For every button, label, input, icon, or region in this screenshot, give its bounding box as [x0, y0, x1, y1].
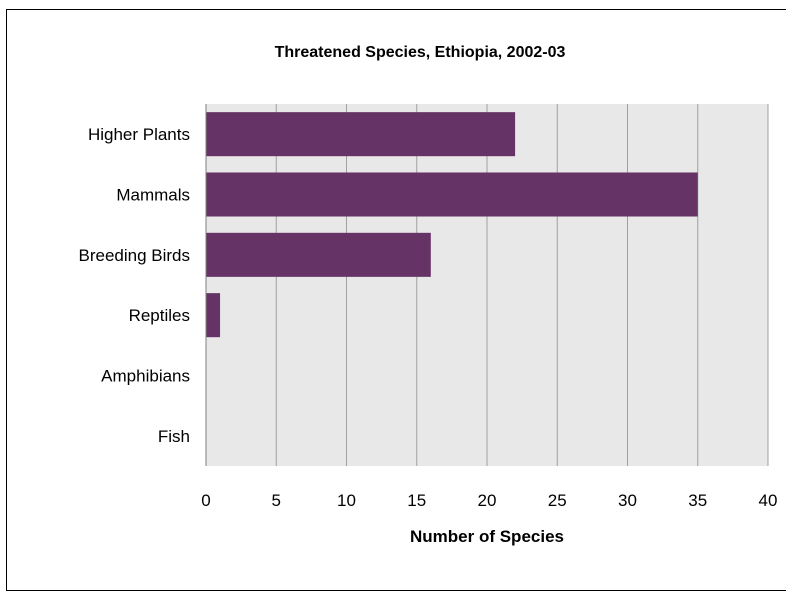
- x-tick-label: 10: [337, 491, 356, 510]
- x-tick-label: 15: [407, 491, 426, 510]
- bar: [206, 232, 431, 277]
- x-tick-label: 30: [618, 491, 637, 510]
- x-tick-label: 0: [201, 491, 210, 510]
- x-tick-label: 20: [478, 491, 497, 510]
- bar: [206, 172, 698, 217]
- x-tick-label: 40: [759, 491, 778, 510]
- bars: [206, 112, 698, 338]
- x-tick-labels: 0 5 10 15 20 25 30 35 40: [201, 491, 777, 510]
- chart-title: Threatened Species, Ethiopia, 2002-03: [275, 44, 566, 61]
- y-tick-label: Breeding Birds: [78, 246, 190, 265]
- x-tick-label: 25: [548, 491, 567, 510]
- y-tick-label: Fish: [158, 427, 190, 446]
- y-tick-label: Mammals: [116, 186, 190, 205]
- y-tick-labels: Higher Plants Mammals Breeding Birds Reptil…: [78, 125, 190, 446]
- gridlines: [275, 104, 769, 466]
- x-axis-title: Number of Species: [410, 527, 564, 546]
- y-tick-label: Higher Plants: [88, 125, 190, 144]
- x-tick-label: 5: [272, 491, 281, 510]
- y-tick-label: Amphibians: [101, 367, 190, 386]
- bar: [206, 293, 221, 338]
- y-tick-label: Reptiles: [129, 306, 190, 325]
- x-tick-label: 35: [688, 491, 707, 510]
- bar: [206, 112, 516, 157]
